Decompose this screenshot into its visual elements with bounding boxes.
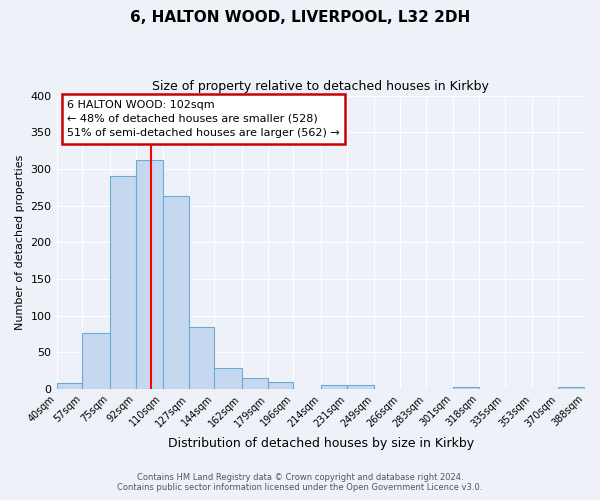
Text: 6 HALTON WOOD: 102sqm
← 48% of detached houses are smaller (528)
51% of semi-det: 6 HALTON WOOD: 102sqm ← 48% of detached … <box>67 100 340 138</box>
Bar <box>136 160 163 389</box>
Bar <box>188 326 214 389</box>
Bar <box>242 378 268 389</box>
Bar <box>321 385 347 389</box>
Bar <box>82 333 110 389</box>
Bar <box>56 383 82 389</box>
X-axis label: Distribution of detached houses by size in Kirkby: Distribution of detached houses by size … <box>168 437 474 450</box>
Bar <box>214 368 242 389</box>
Text: Contains HM Land Registry data © Crown copyright and database right 2024.
Contai: Contains HM Land Registry data © Crown c… <box>118 473 482 492</box>
Bar <box>163 196 188 389</box>
Bar <box>347 385 374 389</box>
Title: Size of property relative to detached houses in Kirkby: Size of property relative to detached ho… <box>152 80 489 93</box>
Bar <box>557 388 585 389</box>
Bar <box>453 388 479 389</box>
Bar <box>268 382 293 389</box>
Text: 6, HALTON WOOD, LIVERPOOL, L32 2DH: 6, HALTON WOOD, LIVERPOOL, L32 2DH <box>130 10 470 25</box>
Y-axis label: Number of detached properties: Number of detached properties <box>15 154 25 330</box>
Bar <box>110 176 136 389</box>
